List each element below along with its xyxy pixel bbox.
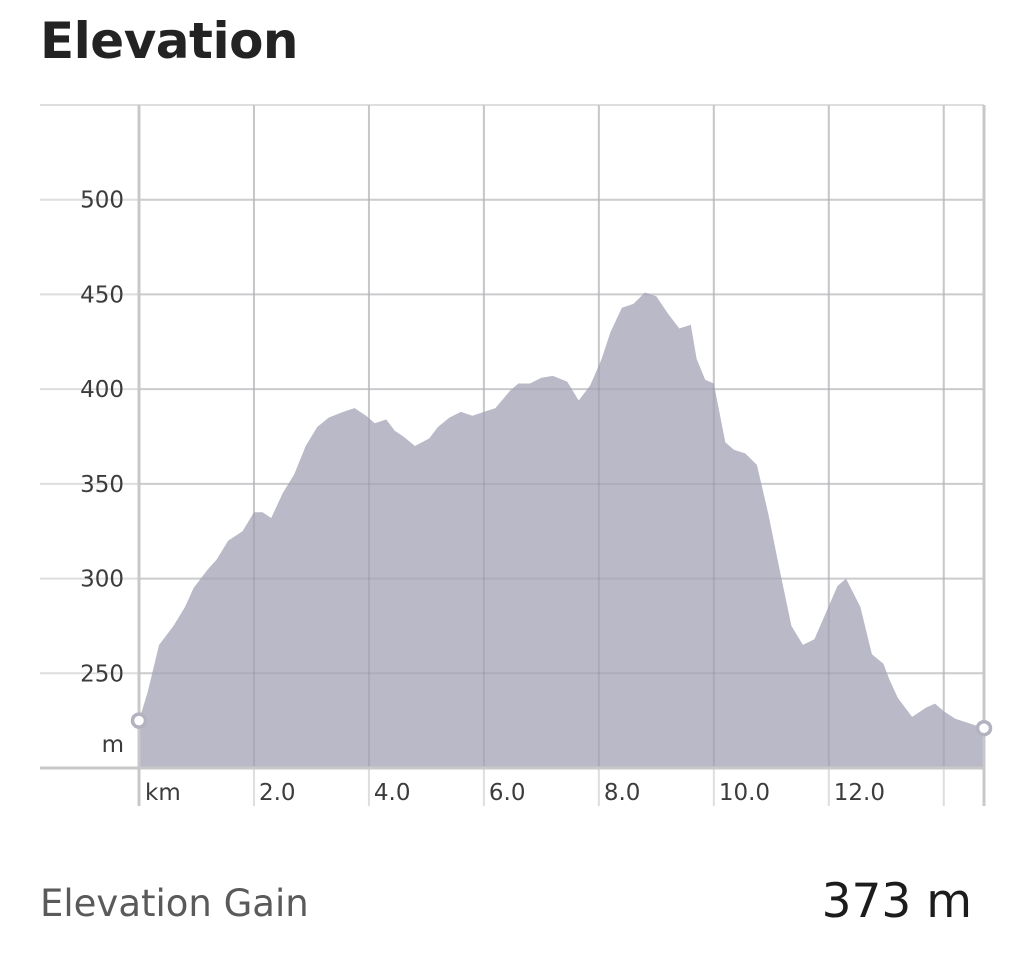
y-tick-label: 450 (80, 282, 124, 308)
end-point-marker (975, 719, 993, 737)
chart-labels: m km 250 300 350 400 450 500 2.0 4.0 6.0 8.0 10.0 1… (80, 188, 885, 806)
y-tick-label: 350 (80, 472, 124, 498)
elevation-gain-label: Elevation Gain (40, 882, 309, 925)
chart-axes (40, 105, 986, 806)
page-title: Elevation (40, 12, 299, 70)
elevation-area (139, 292, 984, 768)
x-tick-label: 4.0 (374, 780, 411, 806)
elevation-gain-value: 373 m (821, 874, 972, 929)
y-tick-label: 300 (80, 567, 124, 593)
x-tick-label: 12.0 (834, 780, 885, 806)
x-tick-label: 8.0 (604, 780, 641, 806)
chart-markers (130, 712, 993, 737)
elevation-chart: m km 250 300 350 400 450 500 2.0 4.0 6.0 8.0 10.0 1… (40, 104, 993, 806)
x-tick-label: 2.0 (259, 780, 296, 806)
x-tick-label: 6.0 (489, 780, 526, 806)
chart-overlay-grid (139, 105, 984, 768)
x-unit-label: km (145, 780, 181, 806)
y-tick-label: 250 (80, 661, 124, 687)
y-tick-label: 500 (80, 188, 124, 214)
y-tick-label: 400 (80, 377, 124, 403)
start-point-marker (130, 712, 148, 729)
x-tick-label: 10.0 (719, 780, 770, 806)
y-unit-label: m (102, 732, 124, 758)
